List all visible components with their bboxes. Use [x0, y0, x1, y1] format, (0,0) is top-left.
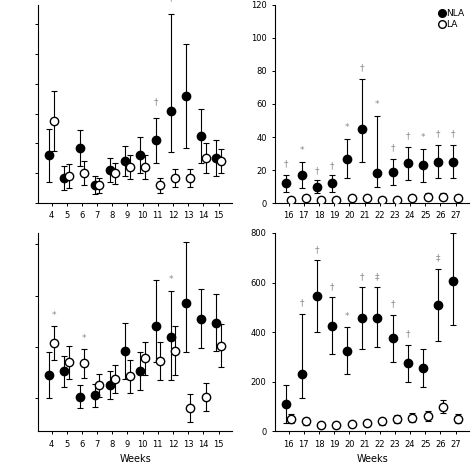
- Text: †: †: [329, 282, 334, 291]
- Text: †: †: [406, 329, 410, 338]
- Text: †: †: [406, 131, 410, 140]
- Text: ‡: ‡: [436, 254, 440, 263]
- Text: *: *: [375, 100, 380, 109]
- Text: †: †: [153, 97, 158, 106]
- Text: *: *: [421, 133, 425, 142]
- Text: †: †: [451, 130, 456, 139]
- Text: *: *: [345, 123, 349, 132]
- Text: †: †: [329, 161, 334, 170]
- Text: †: †: [314, 245, 319, 254]
- Legend: NLA, LA: NLA, LA: [439, 9, 465, 29]
- Text: *: *: [168, 275, 173, 284]
- Text: †: †: [360, 272, 365, 281]
- Text: †: †: [391, 300, 395, 309]
- Text: *: *: [299, 146, 304, 155]
- X-axis label: Weeks: Weeks: [356, 454, 388, 464]
- X-axis label: Weeks: Weeks: [119, 454, 151, 464]
- Text: *: *: [52, 311, 56, 320]
- Text: ‡: ‡: [375, 272, 380, 281]
- Text: †: †: [360, 64, 365, 73]
- Text: †: †: [168, 0, 173, 2]
- Text: †: †: [299, 298, 304, 307]
- Text: *: *: [345, 312, 349, 321]
- Text: †: †: [391, 143, 395, 152]
- Text: †: †: [284, 159, 289, 168]
- Text: *: *: [82, 334, 86, 343]
- Text: †: †: [436, 130, 440, 139]
- Text: †: †: [314, 166, 319, 175]
